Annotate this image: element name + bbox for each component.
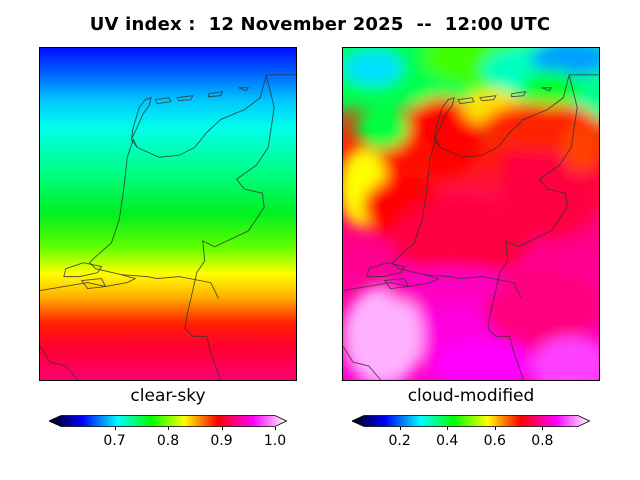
colorbar-tick-mark — [447, 427, 449, 430]
map-panel-clear-sky — [39, 47, 297, 381]
colorbar-tick-mark — [542, 427, 544, 430]
map-panel-cloud-modified — [342, 47, 600, 381]
colorbar-tick-mark — [168, 427, 169, 430]
colorbar-tick-label: 1.0 — [263, 433, 287, 449]
colorbar-tick-mark — [275, 427, 276, 430]
coastline — [343, 74, 599, 380]
colorbar-tick-label: 0.8 — [156, 433, 180, 449]
colorbar-cloud-modified — [352, 415, 590, 427]
colorbar-tick-label: 0.9 — [210, 433, 233, 449]
colorbar-tick-mark — [221, 427, 223, 430]
colorbar-tick-mark — [494, 427, 496, 430]
colorbar-tick-label: 0.4 — [436, 433, 459, 449]
colorbar-tick-label: 0.6 — [483, 433, 506, 449]
colorbar-tick-label: 0.8 — [531, 433, 554, 449]
chart-title: UV index : 12 November 2025 -- 12:00 UTC — [89, 14, 551, 35]
colorbar-tick-mark — [114, 427, 116, 430]
colorbar-clear-sky — [49, 415, 287, 427]
panel-label-clear-sky: clear-sky — [130, 386, 206, 406]
clear-sky-map — [40, 48, 296, 380]
cloud-modified-map — [343, 48, 599, 380]
colorbar-tick-mark — [399, 427, 401, 430]
coastline — [40, 74, 296, 380]
panel-label-cloud-modified: cloud-modified — [407, 386, 535, 406]
colorbar-tick-label: 0.2 — [388, 433, 411, 449]
colorbar-tick-label: 0.7 — [103, 433, 126, 449]
